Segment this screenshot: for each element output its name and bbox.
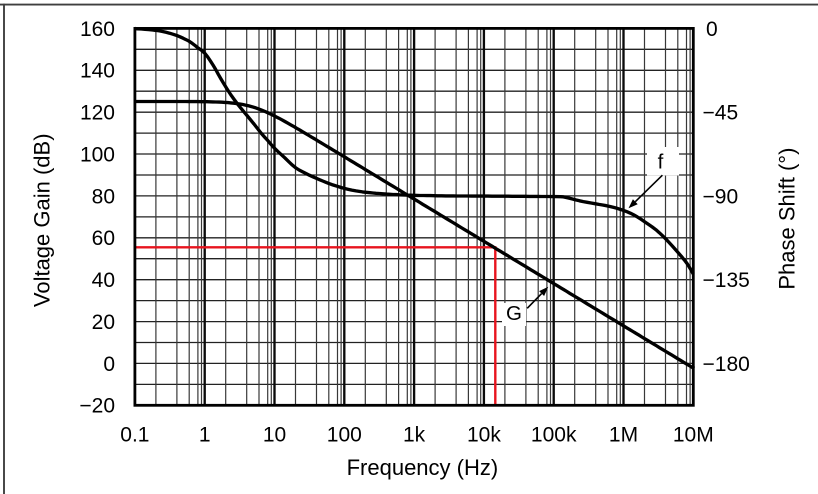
svg-text:80: 80 — [92, 185, 115, 208]
svg-text:10k: 10k — [467, 423, 501, 446]
svg-text:100: 100 — [80, 143, 115, 166]
svg-text:160: 160 — [80, 18, 115, 41]
svg-text:0: 0 — [706, 18, 718, 41]
svg-text:−90: −90 — [703, 185, 739, 208]
svg-text:G: G — [506, 302, 522, 325]
svg-text:10M: 10M — [673, 423, 714, 446]
svg-text:1M: 1M — [609, 423, 638, 446]
svg-text:120: 120 — [80, 102, 115, 125]
svg-text:1k: 1k — [403, 423, 426, 446]
svg-text:−180: −180 — [703, 353, 750, 376]
svg-text:Phase Shift (°): Phase Shift (°) — [775, 148, 800, 290]
svg-text:−135: −135 — [703, 269, 750, 292]
svg-text:−20: −20 — [79, 395, 115, 418]
svg-text:100: 100 — [327, 423, 362, 446]
svg-text:100k: 100k — [531, 423, 577, 446]
svg-text:40: 40 — [92, 269, 115, 292]
svg-text:20: 20 — [92, 311, 115, 334]
svg-text:0: 0 — [103, 353, 115, 376]
svg-text:10: 10 — [263, 423, 286, 446]
svg-text:60: 60 — [92, 227, 115, 250]
svg-text:0.1: 0.1 — [120, 423, 149, 446]
svg-text:Voltage Gain (dB): Voltage Gain (dB) — [29, 133, 54, 307]
svg-text:140: 140 — [80, 60, 115, 83]
svg-text:f: f — [658, 151, 664, 174]
svg-text:−45: −45 — [703, 102, 739, 125]
svg-text:Frequency (Hz): Frequency (Hz) — [347, 455, 499, 480]
svg-text:1: 1 — [199, 423, 211, 446]
